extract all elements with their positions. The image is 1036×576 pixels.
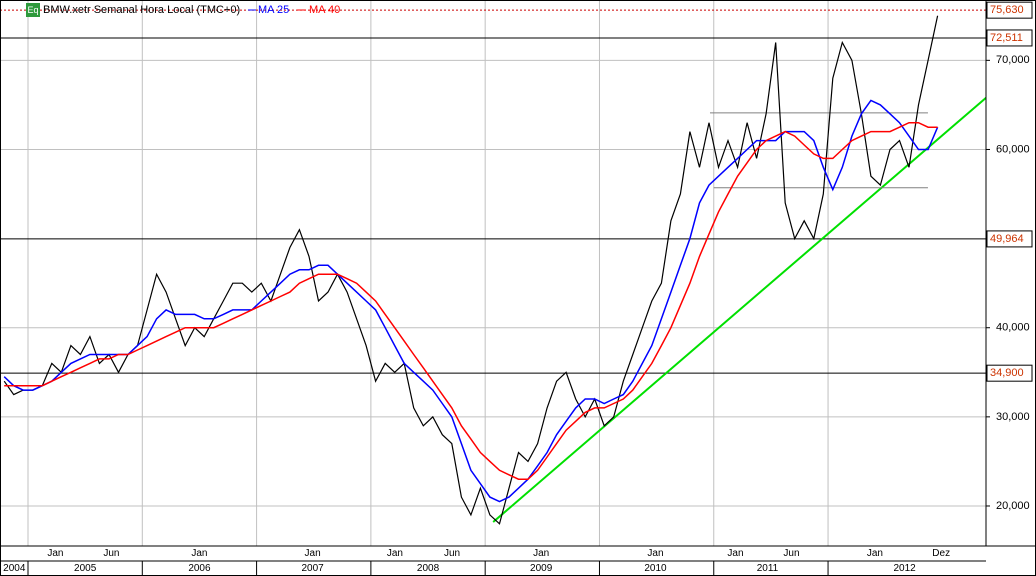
x-tick-label: Jan <box>191 548 207 559</box>
trend-line <box>492 96 986 523</box>
legend-label: BMW.xetr Semanal Hora Local (TMC+0) <box>43 4 240 16</box>
x-tick-label: 2005 <box>74 563 97 574</box>
plot-area <box>0 0 986 546</box>
x-tick-label: 2012 <box>893 563 916 574</box>
y-tick-label: 30,000 <box>996 411 1030 423</box>
x-tick-label: Jun <box>103 548 119 559</box>
level-label: 72,511 <box>990 32 1023 44</box>
legend-icon: Eq <box>27 5 38 15</box>
level-label: 34,900 <box>990 367 1024 379</box>
x-tick-label: 2010 <box>644 563 667 574</box>
x-tick-label: 2007 <box>301 563 324 574</box>
y-tick-label: 20,000 <box>996 500 1030 512</box>
x-tick-label: Jan <box>867 548 883 559</box>
series-line <box>3 15 939 525</box>
x-tick-label: Jun <box>783 548 799 559</box>
y-tick-label: 70,000 <box>996 54 1030 66</box>
x-tick-label: Jan <box>387 548 403 559</box>
legend-icon-box <box>26 3 40 17</box>
x-tick-label: 2004 <box>3 563 26 574</box>
series-line <box>3 99 939 503</box>
x-tick-label: 2009 <box>530 563 553 574</box>
level-label-box <box>986 364 1033 382</box>
x-tick-label: Jan <box>533 548 549 559</box>
x-tick-label: 2006 <box>188 563 211 574</box>
legend-label: MA 25 <box>258 4 289 16</box>
legend: Eq BMW.xetr Semanal Hora Local (TMC+0) M… <box>26 3 340 17</box>
y-tick-label: 60,000 <box>996 143 1030 155</box>
series-line <box>4 121 938 480</box>
x-tick-label: Jan <box>47 548 63 559</box>
level-label-box <box>986 230 1033 248</box>
x-tick-label: Dez <box>932 548 950 559</box>
level-label: 49,964 <box>990 233 1024 245</box>
y-tick-label: 40,000 <box>996 322 1030 334</box>
x-tick-label: Jan <box>305 548 321 559</box>
legend-label: MA 40 <box>309 4 340 16</box>
x-tick-label: 2011 <box>757 563 779 574</box>
level-label: 75,630 <box>990 4 1024 16</box>
x-tick-label: Jun <box>444 548 460 559</box>
x-tick-label: Jan <box>727 548 743 559</box>
x-tick-label: 2008 <box>417 563 440 574</box>
level-label-box <box>986 29 1033 47</box>
x-tick-label: Jan <box>647 548 663 559</box>
level-label-box <box>986 1 1033 19</box>
